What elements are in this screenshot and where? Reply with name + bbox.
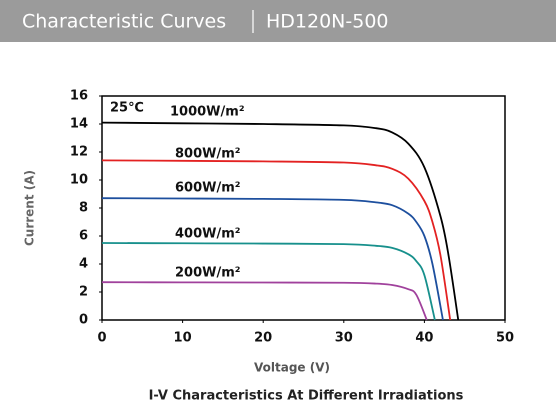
y-tick-label: 8	[79, 201, 88, 216]
x-tick-label: 50	[496, 331, 514, 346]
y-tick-label: 12	[70, 145, 88, 160]
caption: I-V Characteristics At Different Irradia…	[149, 389, 464, 404]
x-tick-label: 30	[335, 331, 353, 346]
y-tick-label: 2	[79, 285, 88, 300]
x-tick-label: 20	[254, 331, 272, 346]
y-tick-label: 16	[70, 89, 88, 104]
series-label: 400W/m²	[175, 227, 240, 242]
y-tick-label: 0	[79, 313, 88, 328]
series-label: 200W/m²	[175, 266, 240, 281]
annotation: 25℃	[110, 101, 144, 116]
header-bar	[0, 0, 556, 42]
y-tick-label: 14	[70, 117, 88, 132]
x-tick-label: 40	[415, 331, 433, 346]
series-label: 600W/m²	[175, 181, 240, 196]
iv-curve	[101, 281, 428, 321]
header-title: Characteristic Curves	[22, 11, 226, 33]
x-axis-label: Voltage (V)	[254, 361, 330, 375]
y-axis-label: Current (A)	[23, 170, 37, 246]
series-label: 1000W/m²	[170, 105, 245, 120]
iv-curve	[101, 159, 452, 321]
y-tick-label: 4	[79, 257, 88, 272]
iv-curve	[101, 242, 436, 321]
y-tick-label: 6	[79, 229, 88, 244]
series-label: 800W/m²	[175, 147, 240, 162]
x-tick-label: 10	[174, 331, 192, 346]
iv-curve	[101, 121, 460, 321]
x-tick-label: 0	[97, 331, 106, 346]
iv-curve	[101, 197, 444, 321]
y-tick-label: 10	[70, 173, 88, 188]
header-model: HD120N-500	[266, 11, 389, 33]
